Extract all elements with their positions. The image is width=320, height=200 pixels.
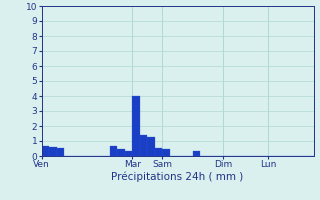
- Bar: [57, 148, 64, 156]
- Bar: [49, 147, 57, 156]
- Bar: [155, 148, 163, 156]
- Bar: [125, 151, 132, 156]
- Bar: [109, 146, 117, 156]
- Bar: [148, 137, 155, 156]
- Bar: [140, 135, 148, 156]
- Bar: [117, 149, 125, 156]
- X-axis label: Précipitations 24h ( mm ): Précipitations 24h ( mm ): [111, 172, 244, 182]
- Bar: [163, 149, 170, 156]
- Bar: [132, 96, 140, 156]
- Bar: [42, 146, 49, 156]
- Bar: [193, 151, 200, 156]
